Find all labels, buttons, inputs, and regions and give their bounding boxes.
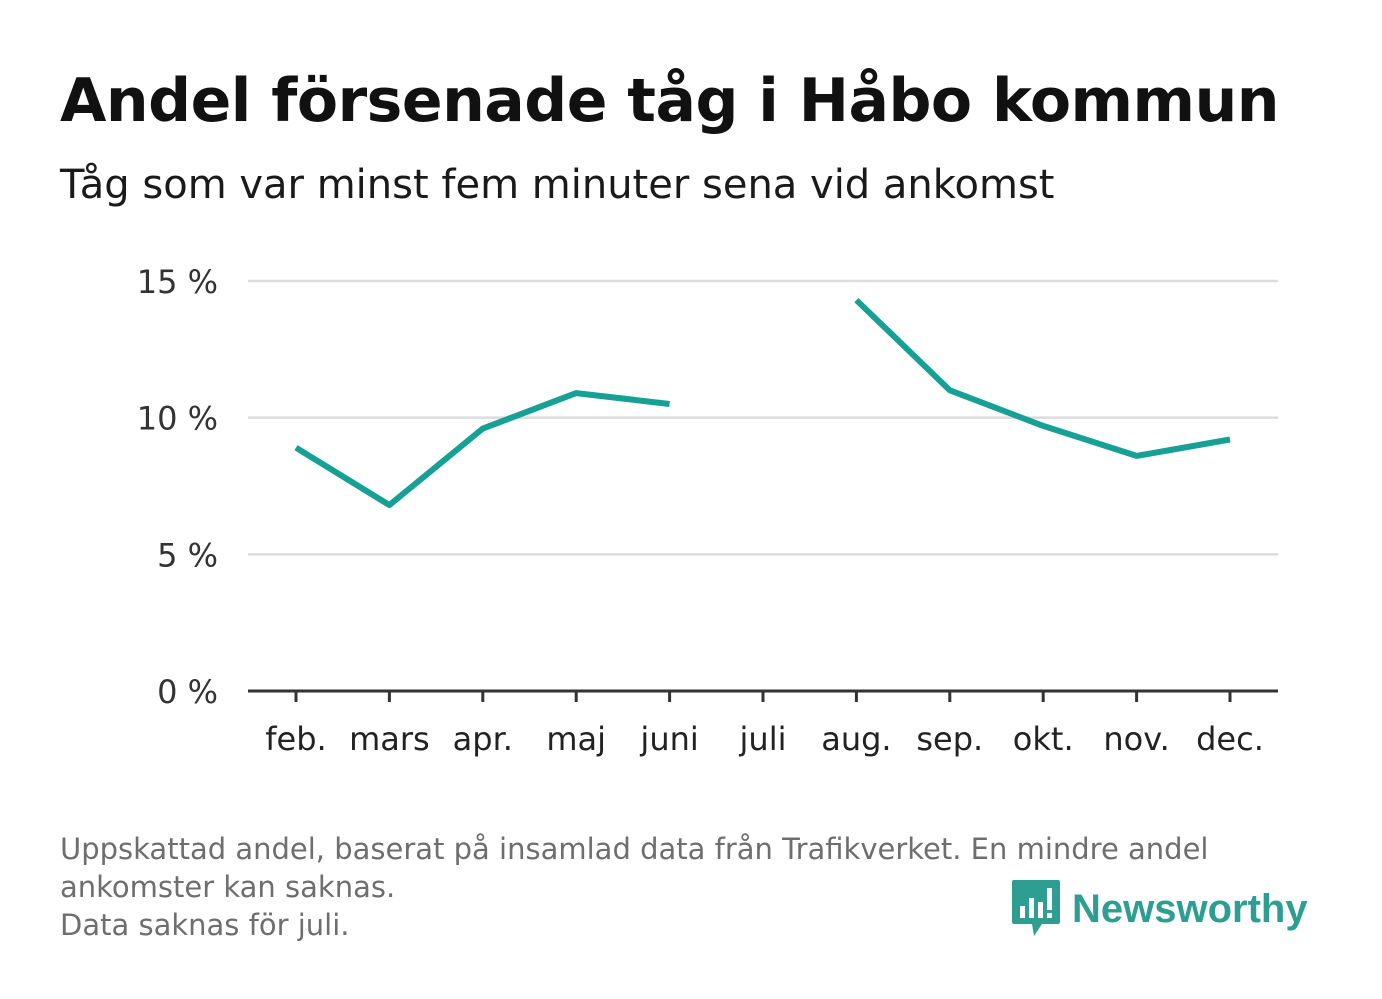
y-tick-label: 0 % (157, 673, 218, 711)
chart-title: Andel försenade tåg i Håbo kommun (60, 66, 1280, 136)
y-tick-label: 15 % (137, 263, 218, 301)
x-tick-label: juli (739, 720, 787, 758)
footnote-line-1: Uppskattad andel, baserat på insamlad da… (60, 832, 1209, 866)
footnote: Uppskattad andel, baserat på insamlad da… (60, 830, 1320, 944)
y-tick-label: 5 % (157, 536, 218, 574)
x-tick-label: sep. (916, 720, 983, 758)
x-tick-label: maj (546, 720, 606, 758)
x-tick-label: dec. (1196, 720, 1264, 758)
x-tick-label: okt. (1013, 720, 1074, 758)
chart-subtitle: Tåg som var minst fem minuter sena vid a… (60, 162, 1055, 208)
footnote-line-2: ankomster kan saknas. (60, 870, 396, 904)
series-line (294, 297, 1231, 509)
newsworthy-logo: Newsworthy (1010, 878, 1308, 940)
newsworthy-logo-text: Newsworthy (1072, 886, 1308, 931)
footnote-line-3: Data saknas för juli. (60, 908, 350, 942)
x-tick-label: apr. (453, 720, 513, 758)
x-tick-label: juni (639, 720, 698, 758)
y-tick-label: 10 % (137, 400, 218, 438)
x-tick-label: mars (349, 720, 430, 758)
newsworthy-bars-icon (1012, 880, 1060, 936)
x-tick-label: aug. (821, 720, 891, 758)
x-tick-label: nov. (1103, 720, 1169, 758)
x-tick-label: feb. (265, 720, 326, 758)
